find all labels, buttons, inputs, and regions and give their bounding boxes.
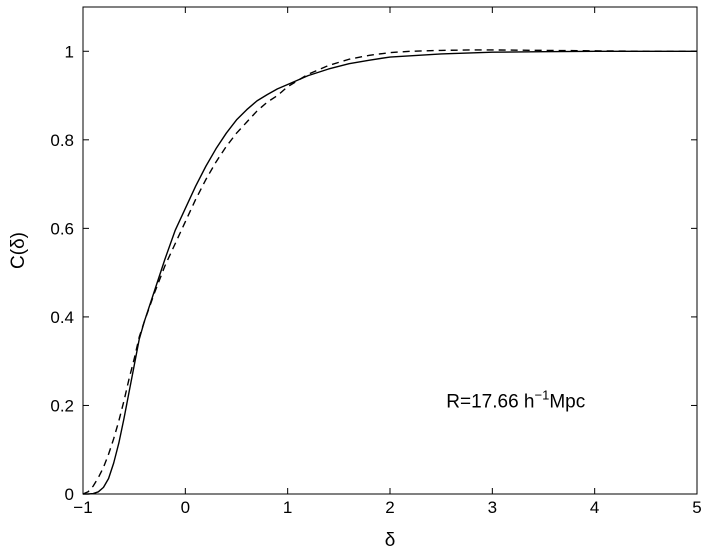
series-layer	[82, 49, 697, 495]
x-tick-label: 5	[692, 498, 701, 517]
y-tick-label: 0.2	[50, 396, 74, 415]
y-tick-label: 0.4	[50, 308, 74, 327]
annotation-suffix: Mpc	[549, 392, 585, 413]
plot-frame	[82, 6, 698, 495]
y-tick-label: 0.6	[50, 219, 74, 238]
annotation-superscript: −1	[535, 388, 550, 403]
y-tick-label: 1	[65, 42, 74, 61]
annotation-prefix: R=17.66 h	[446, 392, 534, 413]
x-tick-label: 0	[181, 498, 190, 517]
x-tick-label: 2	[385, 498, 394, 517]
y-tick-label: 0.8	[50, 131, 74, 150]
x-tick-label: 1	[283, 498, 292, 517]
annotation: R=17.66 h−1Mpc	[446, 388, 585, 413]
x-tick-label: 3	[488, 498, 497, 517]
series-line-solid	[83, 50, 697, 495]
y-tick-label: 0	[65, 485, 74, 504]
y-axis-label: C(δ)	[8, 232, 29, 269]
ticks-layer: −1 0 1 2 3 4 500.20.40.60.81	[50, 7, 702, 517]
x-axis-label: δ	[385, 530, 396, 551]
x-tick-label: −1	[73, 498, 92, 517]
x-tick-label: 4	[590, 498, 599, 517]
series-line-dashed	[82, 49, 697, 495]
